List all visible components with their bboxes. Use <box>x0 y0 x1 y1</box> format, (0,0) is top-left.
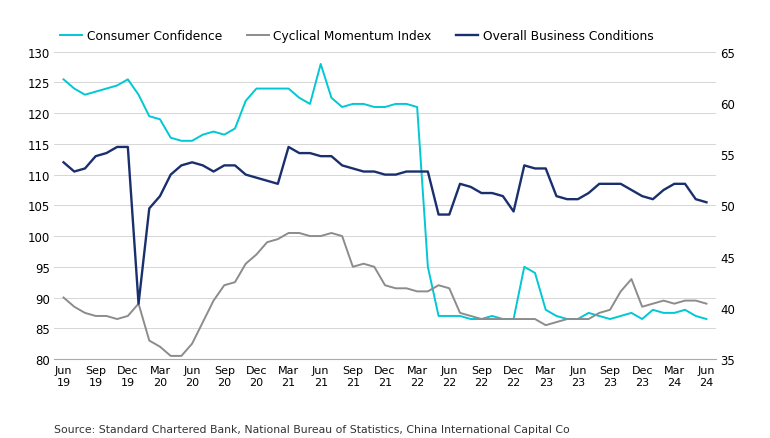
Legend: Consumer Confidence, Cyclical Momentum Index, Overall Business Conditions: Consumer Confidence, Cyclical Momentum I… <box>60 30 654 43</box>
Text: Source: Standard Chartered Bank, National Bureau of Statistics, China Internatio: Source: Standard Chartered Bank, Nationa… <box>54 424 570 434</box>
